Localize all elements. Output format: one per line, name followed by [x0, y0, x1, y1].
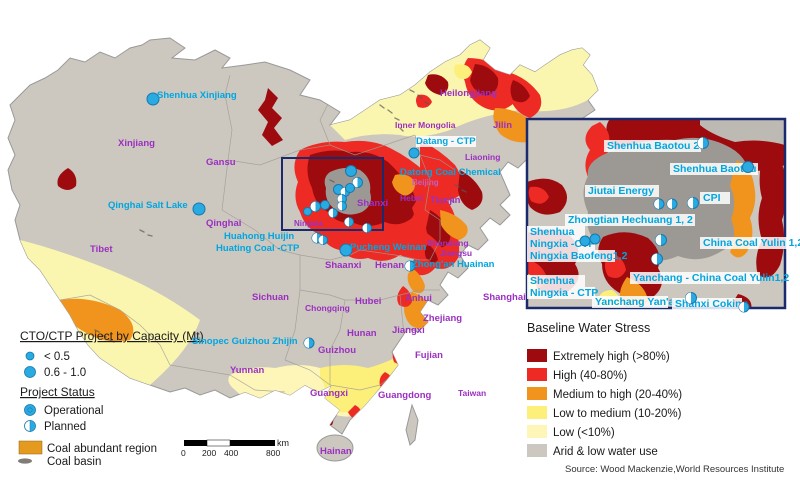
svg-text:Yanchang - China Coal Yulin1,2: Yanchang - China Coal Yulin1,2 — [633, 272, 789, 284]
svg-text:Arid & low water use: Arid & low water use — [553, 446, 658, 458]
svg-text:0.6 - 1.0: 0.6 - 1.0 — [44, 367, 86, 379]
svg-text:Jiutai Energy: Jiutai Energy — [588, 185, 654, 197]
svg-text:Baseline Water Stress: Baseline Water Stress — [527, 321, 650, 335]
svg-text:CTO/CTP Project by Capacity (M: CTO/CTP Project by Capacity (Mt) — [20, 329, 204, 343]
svg-text:Low (<10%): Low (<10%) — [553, 427, 615, 439]
svg-text:800: 800 — [266, 448, 280, 458]
svg-text:Medium to high (20-40%): Medium to high (20-40%) — [553, 389, 682, 401]
svg-text:Shenhua Baotou 2: Shenhua Baotou 2 — [607, 140, 699, 152]
svg-text:China Coal Yulin 1,2: China Coal Yulin 1,2 — [703, 237, 800, 249]
svg-text:Low to medium (10-20%): Low to medium (10-20%) — [553, 408, 682, 420]
svg-text:Planned: Planned — [44, 421, 86, 433]
svg-text:0: 0 — [181, 448, 186, 458]
svg-text:Zhongtian Hechuang 1, 2: Zhongtian Hechuang 1, 2 — [568, 214, 693, 226]
svg-text:km: km — [277, 438, 289, 448]
svg-text:Project Status: Project Status — [20, 385, 95, 399]
svg-text:Ningxia Baofeng1,2: Ningxia Baofeng1,2 — [530, 250, 628, 262]
svg-text:CPI: CPI — [703, 192, 721, 204]
svg-text:High (40-80%): High (40-80%) — [553, 370, 627, 382]
svg-text:Coal abundant region: Coal abundant region — [47, 443, 157, 455]
svg-text:Source: Wood Mackenzie,World R: Source: Wood Mackenzie,World Resources I… — [565, 464, 784, 475]
svg-text:< 0.5: < 0.5 — [44, 351, 70, 363]
svg-text:Extremely high (>80%): Extremely high (>80%) — [553, 351, 670, 363]
svg-text:Shenhua: Shenhua — [530, 226, 574, 238]
svg-text:Operational: Operational — [44, 405, 103, 417]
svg-text:Yanchang Yan'an: Yanchang Yan'an — [595, 296, 681, 308]
svg-text:Ningxia - CTP: Ningxia - CTP — [530, 287, 598, 299]
svg-text:200: 200 — [202, 448, 216, 458]
svg-text:Coal basin: Coal basin — [47, 456, 101, 468]
svg-text:400: 400 — [224, 448, 238, 458]
svg-text:Shenhua: Shenhua — [530, 275, 574, 287]
